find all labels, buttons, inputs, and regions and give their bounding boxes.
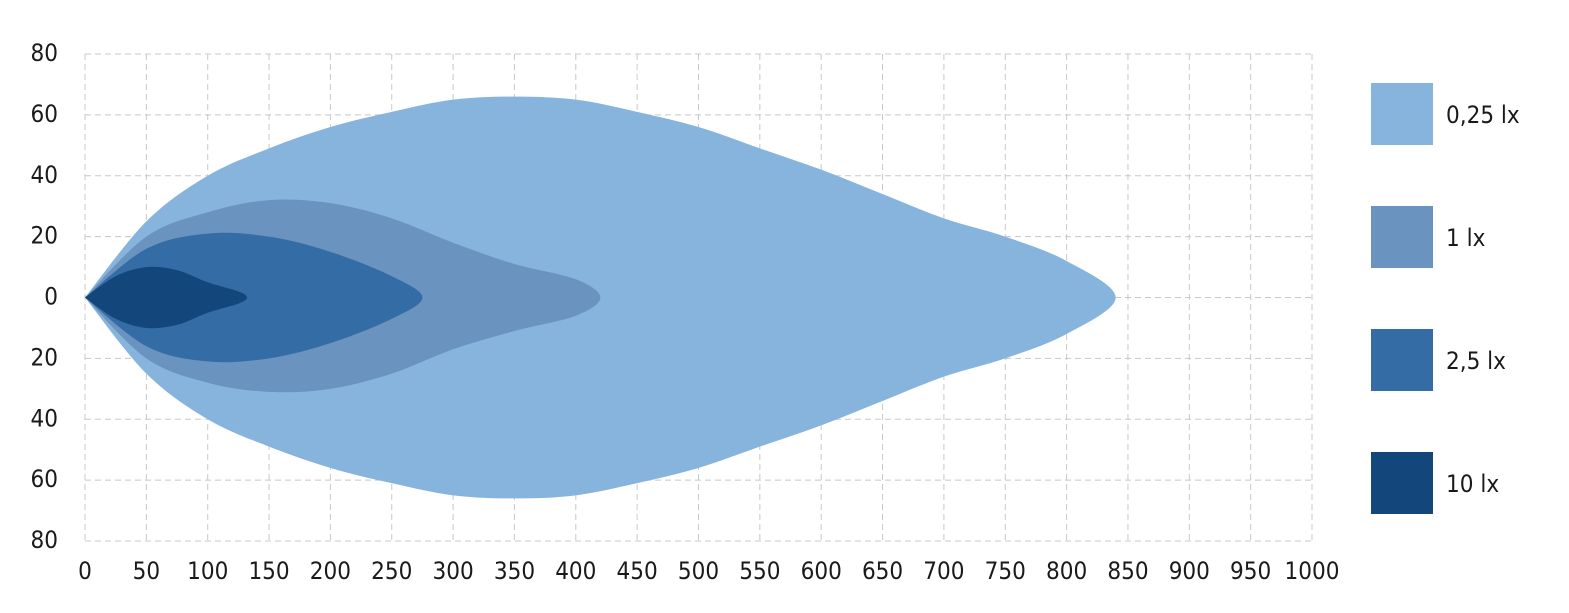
x-tick-label: 950 xyxy=(1230,557,1271,585)
x-tick-label: 400 xyxy=(555,557,596,585)
x-tick-label: 50 xyxy=(133,557,160,585)
y-tick-label: 40 xyxy=(31,161,58,189)
area xyxy=(85,232,423,363)
legend-label: 0,25 lx xyxy=(1446,101,1520,129)
y-tick-label: 20 xyxy=(31,222,58,250)
x-tick-label: 850 xyxy=(1107,557,1148,585)
legend-swatch xyxy=(1371,452,1433,514)
x-tick-label: 750 xyxy=(985,557,1026,585)
x-tick-label: 900 xyxy=(1169,557,1210,585)
y-tick-label: 40 xyxy=(31,404,58,432)
x-tick-label: 350 xyxy=(494,557,535,585)
legend-swatch xyxy=(1371,83,1433,145)
legend-swatch xyxy=(1371,329,1433,391)
y-tick-label: 80 xyxy=(31,39,58,67)
legend-label: 1 lx xyxy=(1446,224,1486,252)
x-tick-label: 250 xyxy=(371,557,412,585)
y-tick-label: 0 xyxy=(44,283,58,311)
x-tick-label: 550 xyxy=(739,557,780,585)
x-tick-label: 450 xyxy=(617,557,658,585)
y-tick-label: 60 xyxy=(31,100,58,128)
x-tick-label: 650 xyxy=(862,557,903,585)
x-tick-label: 100 xyxy=(187,557,228,585)
x-tick-label: 600 xyxy=(801,557,842,585)
x-tick-label: 0 xyxy=(78,557,92,585)
x-tick-label: 800 xyxy=(1046,557,1087,585)
y-tick-label: 60 xyxy=(31,465,58,493)
y-tick-label: 20 xyxy=(31,343,58,371)
legend-label: 2,5 lx xyxy=(1446,347,1506,375)
x-tick-label: 500 xyxy=(678,557,719,585)
area xyxy=(85,266,247,329)
x-tick-label: 1000 xyxy=(1285,557,1340,585)
x-tick-label: 200 xyxy=(310,557,351,585)
legend-label: 10 lx xyxy=(1446,470,1499,498)
x-tick-label: 700 xyxy=(923,557,964,585)
x-tick-label: 300 xyxy=(432,557,473,585)
x-tick-label: 150 xyxy=(248,557,289,585)
legend-swatch xyxy=(1371,206,1433,268)
y-tick-label: 80 xyxy=(31,526,58,554)
